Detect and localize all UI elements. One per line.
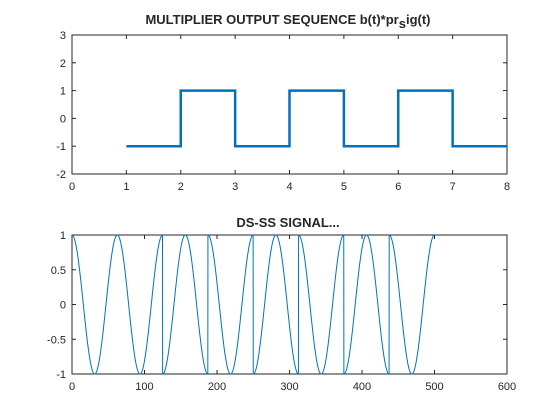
y-tick-label: -2 (56, 169, 66, 181)
x-tick-label: 6 (395, 181, 401, 193)
x-tick-label: 0 (69, 381, 75, 393)
x-tick-label: 0 (69, 181, 75, 193)
title-subscript: s (399, 16, 406, 31)
y-tick-label: 1 (60, 230, 66, 242)
x-tick-label: 400 (353, 381, 371, 393)
y-tick-label: 1 (60, 86, 66, 98)
x-tick-label: 2 (178, 181, 184, 193)
plot-area (72, 235, 507, 374)
x-tick-label: 500 (425, 381, 443, 393)
x-tick-label: 300 (280, 381, 298, 393)
x-tick-label: 7 (450, 181, 456, 193)
y-tick-label: 0 (60, 113, 66, 125)
title-main: MULTIPLIER OUTPUT SEQUENCE b(t)*pr (145, 12, 398, 27)
y-tick-label: -0.5 (47, 334, 66, 346)
multiplier-output-title: MULTIPLIER OUTPUT SEQUENCE b(t)*prsig(t) (145, 12, 430, 31)
y-tick-label: -1 (56, 141, 66, 153)
x-tick-label: 8 (504, 181, 510, 193)
y-tick-label: 0 (60, 300, 66, 312)
dsss-signal-axes: DS-SS SIGNAL... 0 100 200 300 400 500 600 -1 -0.… (47, 215, 516, 393)
x-tick-label: 100 (135, 381, 153, 393)
y-tick-label: 0.5 (51, 265, 66, 277)
multiplier-output-axes: MULTIPLIER OUTPUT SEQUENCE b(t)*prsig(t)… (56, 12, 510, 193)
x-tick-label: 5 (341, 181, 347, 193)
x-tick-label: 600 (498, 381, 516, 393)
y-tick-label: 2 (60, 58, 66, 70)
x-tick-label: 4 (286, 181, 292, 193)
x-tick-label: 3 (232, 181, 238, 193)
title-tail: ig(t) (406, 12, 431, 27)
x-tick-label: 200 (208, 381, 226, 393)
dsss-signal-title: DS-SS SIGNAL... (236, 215, 339, 230)
y-tick-label: -1 (56, 369, 66, 381)
x-tick-label: 1 (123, 181, 129, 193)
y-tick-label: 3 (60, 30, 66, 42)
